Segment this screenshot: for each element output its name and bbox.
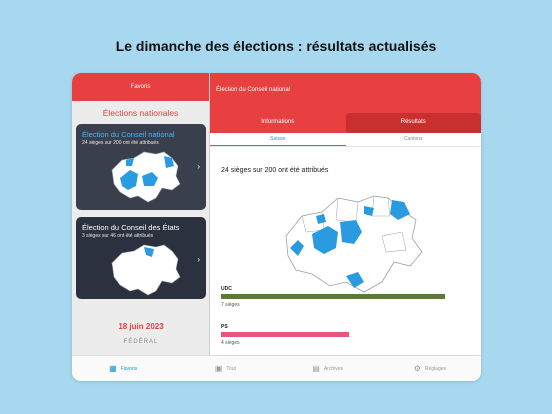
- chevron-right-icon: ›: [197, 162, 200, 171]
- card-subtitle: 24 sièges sur 200 ont été attribués: [82, 140, 159, 146]
- tab-bar: ▦ Favoris ▣ Tout ▤ Archives ⚙ Réglages: [72, 355, 481, 381]
- gear-icon: ⚙: [413, 364, 421, 373]
- star-grid-icon: ▦: [109, 364, 117, 373]
- card-conseil-des-etats[interactable]: Élection du Conseil des États 3 sièges s…: [76, 217, 206, 299]
- tab-archives[interactable]: ▤ Archives: [277, 356, 379, 381]
- card-title: Élection du Conseil des États: [82, 223, 180, 232]
- election-date: 18 juin 2023: [118, 322, 164, 331]
- results-title: 24 sièges sur 200 ont été attribués: [221, 167, 329, 174]
- sub-tabs: Suisse Cantons: [210, 133, 481, 147]
- card-subtitle: 3 sièges sur 46 ont été attribués: [82, 233, 154, 239]
- party-name: UDC: [221, 286, 232, 292]
- party-seats: 7 sièges: [221, 302, 240, 308]
- level-label: FÉDÉRAL: [123, 339, 159, 345]
- sub-tab-suisse[interactable]: Suisse: [210, 133, 346, 146]
- switzerland-map-icon: [111, 151, 181, 203]
- chevron-right-icon: ›: [197, 255, 200, 264]
- tab-label: Archives: [323, 365, 343, 372]
- sub-tab-cantons[interactable]: Cantons: [403, 136, 423, 142]
- sidebar: Favoris Élections nationales Élection du…: [72, 73, 210, 355]
- tab-favoris[interactable]: ▦ Favoris: [72, 356, 174, 381]
- card-title: Élection du Conseil national: [82, 130, 175, 139]
- tablet-screen: Favoris Élections nationales Élection du…: [72, 73, 481, 381]
- party-row: UDC 7 sièges: [221, 286, 475, 308]
- card-conseil-national[interactable]: Élection du Conseil national 24 sièges s…: [76, 124, 206, 210]
- tab-label: Tout: [226, 365, 236, 372]
- main-header: Élection du Conseil national: [210, 73, 481, 113]
- switzerland-map: [285, 195, 423, 293]
- main-panel: Élection du Conseil national Information…: [210, 73, 481, 355]
- tab-reglages[interactable]: ⚙ Réglages: [379, 356, 481, 381]
- party-bar: [221, 294, 445, 299]
- party-row: PS 4 sièges: [221, 324, 475, 346]
- party-bar: [221, 332, 349, 337]
- sidebar-header: Favoris: [72, 73, 209, 101]
- headline: Le dimanche des élections : résultats ac…: [115, 38, 437, 54]
- tab-informations[interactable]: Informations: [210, 113, 346, 133]
- segmented-control: Informations Résultats: [210, 113, 481, 133]
- section-title: Élections nationales: [102, 108, 179, 118]
- party-name: PS: [221, 324, 228, 330]
- switzerland-map-icon: [111, 244, 181, 296]
- archive-icon: ▤: [312, 364, 320, 373]
- party-seats: 4 sièges: [221, 340, 240, 346]
- tab-label: Favoris: [120, 365, 138, 372]
- tab-label: Réglages: [424, 365, 447, 372]
- tab-resultats[interactable]: Résultats: [345, 113, 481, 133]
- tab-tout[interactable]: ▣ Tout: [174, 356, 276, 381]
- box-icon: ▣: [214, 364, 223, 373]
